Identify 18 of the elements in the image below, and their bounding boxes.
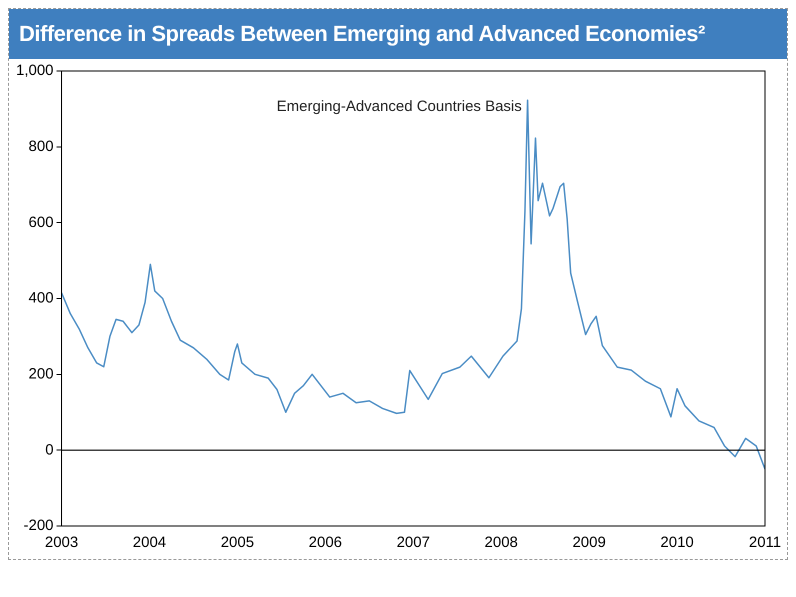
x-tick-label: 2006 — [308, 534, 342, 552]
x-tick-label: 2003 — [44, 534, 78, 552]
y-tick-label: -200 — [24, 517, 54, 534]
y-tick-label: 0 — [45, 441, 54, 458]
x-tick-label: 2007 — [396, 534, 430, 552]
annotation: Emerging-Advanced Countries Basis — [276, 98, 522, 115]
y-tick-label: 1,000 — [16, 62, 54, 80]
x-tick-label: 2005 — [220, 534, 254, 552]
y-tick-label: 200 — [28, 365, 54, 382]
chart-title: Difference in Spreads Between Emerging and Advanced Economies² — [9, 9, 787, 59]
y-tick-label: 800 — [28, 138, 54, 155]
x-tick-label: 2008 — [484, 534, 518, 552]
y-tick-label: 400 — [28, 290, 54, 307]
x-tick-label: 2010 — [660, 534, 694, 552]
y-tick-label: 600 — [28, 214, 54, 231]
x-tick-label: 2004 — [132, 534, 166, 552]
x-tick-label: 2009 — [572, 534, 606, 552]
x-tick-label: 2011 — [748, 534, 782, 552]
